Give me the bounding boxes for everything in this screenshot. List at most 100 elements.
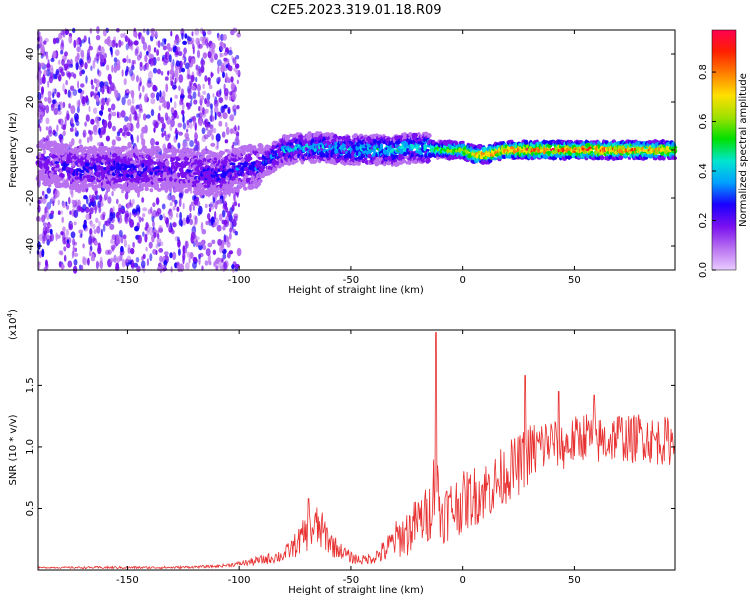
spectrogram-cell xyxy=(188,257,191,264)
spectrogram-cell xyxy=(128,216,132,224)
spectrogram-cell xyxy=(155,250,158,255)
spectrogram-cell xyxy=(235,167,240,171)
spectrogram-cell xyxy=(222,204,227,211)
spectrogram-cell xyxy=(202,29,206,35)
spectrogram-cell xyxy=(38,83,41,91)
spectrogram-cell xyxy=(148,226,154,236)
spectrogram-cell xyxy=(38,250,43,259)
spectrogram-cell xyxy=(237,203,240,208)
spectrogram-cell xyxy=(144,233,148,243)
spectrogram-cell xyxy=(129,153,134,158)
spectrogram-cell xyxy=(71,138,75,146)
spectrogram-cell xyxy=(150,206,153,214)
spectrogram-cell xyxy=(58,250,63,256)
spectrogram-cell xyxy=(81,96,86,105)
spectrogram-cell xyxy=(166,101,171,110)
spectrogram-cell xyxy=(195,239,199,248)
spectrogram-cell xyxy=(77,88,83,94)
spectrogram-cell xyxy=(207,154,212,160)
spectrogram-cell xyxy=(41,248,45,258)
spectrogram-cell xyxy=(167,70,170,76)
spectrogram-cell xyxy=(53,195,56,204)
spectrogram-cell xyxy=(63,246,67,252)
spectrogram-cell xyxy=(198,205,203,215)
spectrogram-cell xyxy=(61,216,64,223)
spectrogram-cell xyxy=(182,217,186,226)
spectrogram-cell xyxy=(236,32,241,38)
spectrogram-cell xyxy=(236,105,240,110)
spectrogram-cell xyxy=(107,249,112,255)
spectrogram-cell xyxy=(123,170,129,173)
spectrogram-cell xyxy=(175,60,181,67)
spectrogram-cell xyxy=(69,85,75,91)
spectrogram-cell xyxy=(60,210,63,215)
spectrogram-cell xyxy=(165,219,169,228)
spectrogram-cell xyxy=(212,93,215,98)
spectrogram-cell xyxy=(147,44,152,53)
spectrogram-cell xyxy=(118,206,122,216)
spectrogram-cell xyxy=(111,103,116,111)
spectrogram-cell xyxy=(216,91,219,97)
spectrogram-cell xyxy=(220,245,225,252)
spectrogram-cell xyxy=(225,76,231,83)
spectrogram-cell xyxy=(98,205,102,214)
spectrogram-cell xyxy=(208,218,212,223)
spectrogram-cell xyxy=(38,217,43,222)
spectrogram-cell xyxy=(116,198,119,205)
spectrogram-cell xyxy=(82,129,87,138)
spectrogram-cell xyxy=(126,54,129,64)
spectrogram-cell xyxy=(212,197,216,204)
spectrogram-cell xyxy=(112,206,115,212)
spectrogram-cell xyxy=(74,247,78,252)
spectrogram-cell xyxy=(200,59,206,67)
spectrogram-cell xyxy=(46,211,50,221)
spectrogram-cell xyxy=(56,124,59,132)
spectrogram-cell xyxy=(71,161,75,168)
spectrogram-cell xyxy=(214,112,217,121)
spectrogram-cell xyxy=(232,221,237,227)
spectrogram-cell xyxy=(236,79,239,85)
spectrogram-cell xyxy=(110,244,116,251)
spectrogram-cell xyxy=(138,103,143,112)
spectrogram-cell xyxy=(193,198,198,206)
spectrogram-cell xyxy=(85,114,90,122)
spectrogram-cell xyxy=(52,91,55,99)
spectrogram-cell xyxy=(210,164,215,169)
spectrogram-cell xyxy=(51,197,54,202)
spectrogram-cell xyxy=(162,90,166,100)
spectrogram-cells xyxy=(35,26,678,274)
spectrogram-cell xyxy=(142,41,148,51)
spectrogram-cell xyxy=(194,138,198,144)
spectrogram-cell xyxy=(140,132,144,141)
spectrogram-cell xyxy=(130,134,133,141)
spectrogram-cell xyxy=(68,35,73,44)
spectrogram-cell xyxy=(142,207,148,212)
spectrogram-cell xyxy=(110,257,114,263)
spectrogram-cell xyxy=(124,192,129,200)
spectrogram-cell xyxy=(257,160,262,165)
spectrogram-cell xyxy=(91,84,95,90)
spectrogram-cell xyxy=(161,132,164,138)
spectrogram-cell xyxy=(190,231,196,240)
spectrogram-cell xyxy=(147,52,152,58)
spectrogram-cell xyxy=(163,130,167,137)
spectrogram-cell xyxy=(59,101,64,110)
spectrogram-cell xyxy=(60,42,65,52)
spectrogram-cell xyxy=(129,199,132,207)
spectrogram-cell xyxy=(155,197,160,206)
spectrogram-cell xyxy=(140,186,144,192)
spectrogram-cell xyxy=(39,41,45,50)
spectrogram-cell xyxy=(127,98,132,106)
spectrogram-cell xyxy=(139,51,143,59)
spectrogram-cell xyxy=(67,144,73,148)
spectrogram-cell xyxy=(89,207,94,215)
spectrogram-cell xyxy=(212,249,217,256)
spectrogram-cell xyxy=(67,89,71,98)
spectrogram-cell xyxy=(56,143,61,147)
spectrogram-cell xyxy=(134,225,140,232)
spectrogram-cell xyxy=(48,129,53,137)
spectrogram-cell xyxy=(217,65,220,75)
spectrogram-cell xyxy=(153,127,156,133)
spectrogram-cell xyxy=(168,54,172,63)
spectrogram-cell xyxy=(235,188,240,193)
